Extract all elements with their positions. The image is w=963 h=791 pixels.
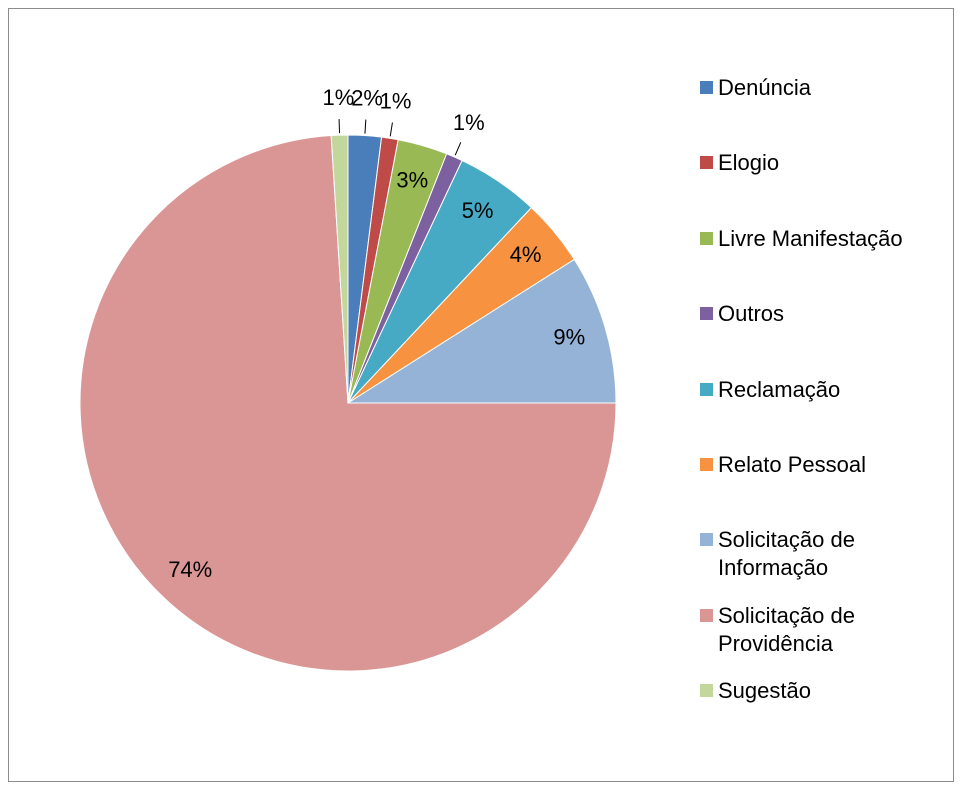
data-label: 4% [510,242,542,267]
data-label: 1% [323,85,355,110]
legend-swatch [700,307,713,321]
legend-swatch [700,533,713,547]
pie-slice [346,258,617,404]
legend-item: Livre Manifestação [700,225,950,253]
chart-frame [8,8,954,782]
legend-swatch [700,156,713,170]
legend-item: Reclamação [700,376,950,404]
leader-line [389,122,393,137]
data-label: 3% [396,167,428,192]
pie-slice [79,134,617,672]
legend-label: Livre Manifestação [718,225,903,251]
legend-item: Solicitação de Providência [700,602,950,658]
pie-slice [330,134,349,404]
legend-label: Relato Pessoal [718,452,866,477]
legend-swatch [700,81,713,94]
legend-swatch [700,382,713,396]
legend-item: Sugestão [700,677,950,705]
data-label: 74% [168,557,212,582]
legend-label: Elogio [718,150,780,176]
data-label: 1% [380,89,412,114]
legend-label: Reclamação [718,376,841,402]
legend-item: Solicitação de Informação [700,526,950,582]
legend-label: Solicitação de Providência [718,602,855,656]
legend-label: Outros [718,301,785,327]
legend-item: Outros [700,300,950,328]
legend-swatch [700,608,713,622]
data-label: 1% [453,110,485,135]
data-label: 9% [553,325,585,350]
legend-swatch [700,458,713,471]
data-label: 5% [462,198,494,223]
leader-line [364,119,367,134]
legend-item: Relato Pessoal [700,451,950,479]
legend-item: Elogio [700,149,950,177]
legend-label: Denúncia [718,75,811,100]
legend-item: Denúncia [700,74,950,102]
legend-label: Sugestão [718,678,811,704]
legend-swatch [700,684,713,698]
legend-swatch [700,231,713,245]
data-label: 2% [351,85,383,110]
legend-label: Solicitação de Informação [718,527,855,581]
leader-line [454,142,462,156]
